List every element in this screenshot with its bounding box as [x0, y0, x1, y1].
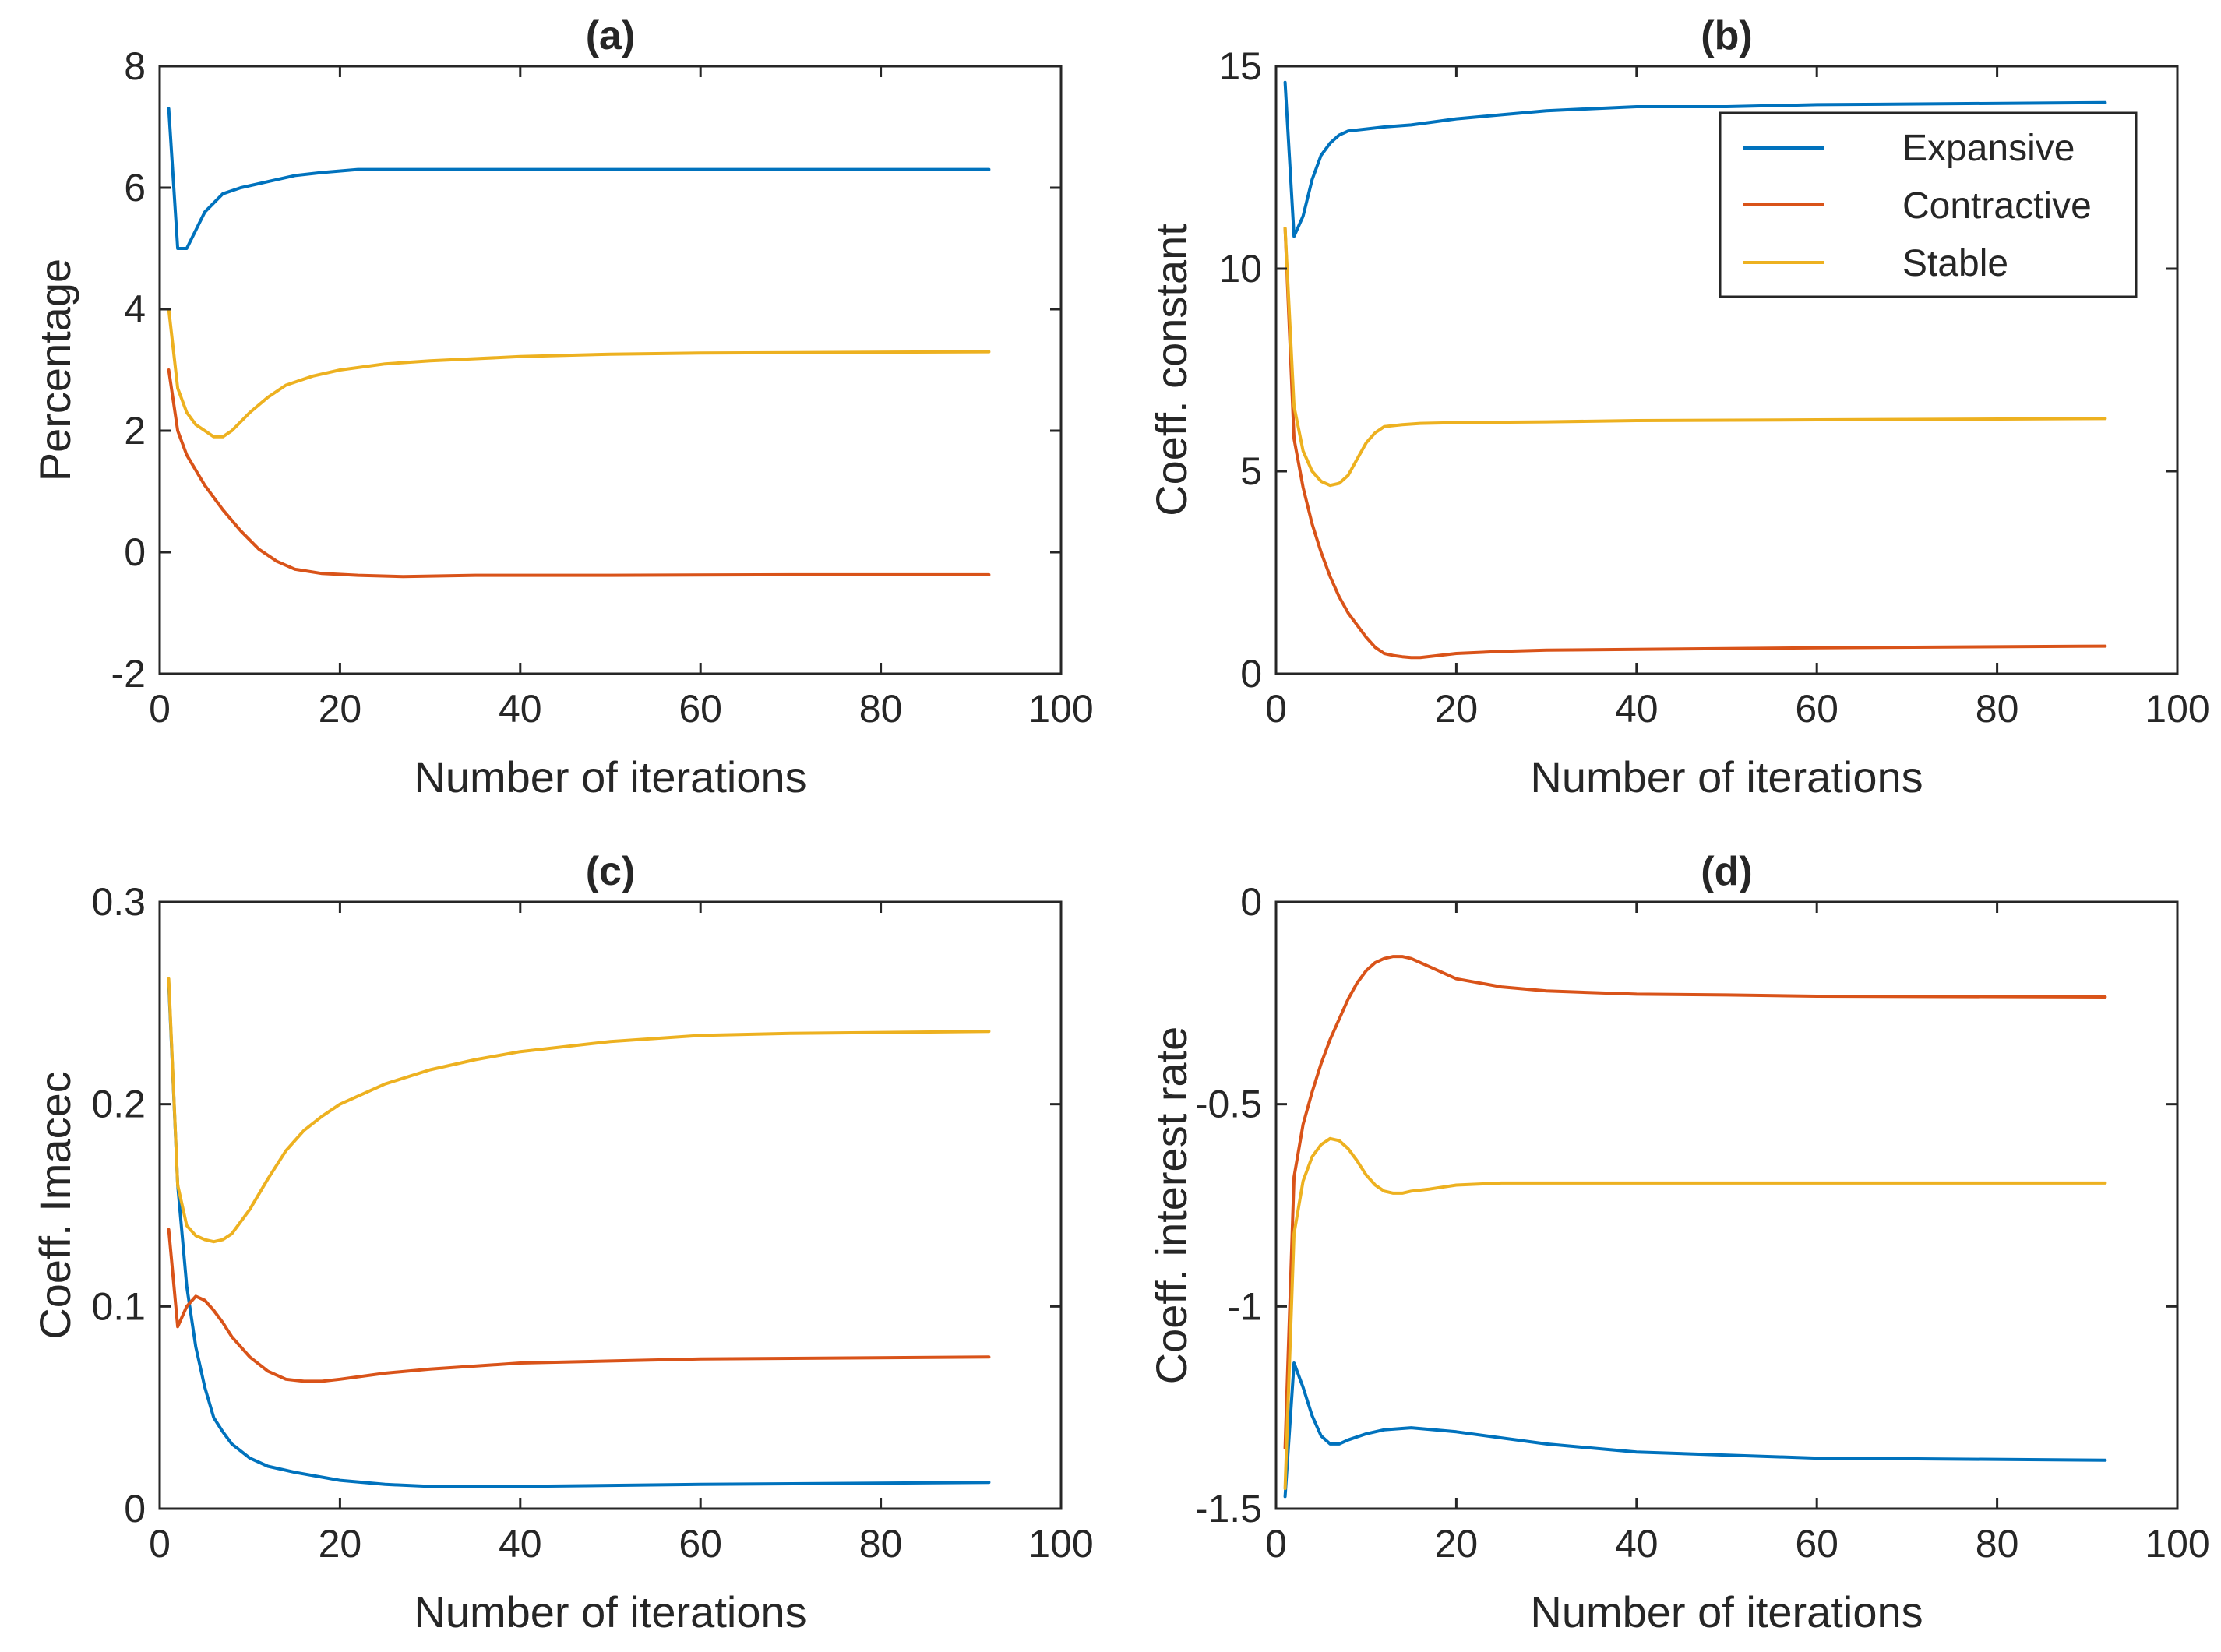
x-axis-label-a: Number of iterations [414, 752, 806, 801]
panel-d: 0 20 40 60 80 100 -1.5 -1 -0.5 0 (d) Number of iter… [1147, 849, 2210, 1636]
x-tick-label-d-5: 100 [2145, 1522, 2209, 1566]
y-tick-label-a-4: 6 [124, 166, 146, 210]
y-tick-label-c-1: 0.1 [91, 1284, 146, 1328]
x-tick-label-c-0: 0 [149, 1522, 171, 1566]
x-tick-label-a-2: 40 [499, 687, 542, 731]
x-tick-label-c-5: 100 [1028, 1522, 1093, 1566]
x-tick-label-d-2: 40 [1615, 1522, 1659, 1566]
x-tick-label-d-3: 60 [1795, 1522, 1838, 1566]
x-tick-label-c-3: 60 [679, 1522, 722, 1566]
x-axis-label-b: Number of iterations [1530, 752, 1923, 801]
y-tick-label-b-0: 0 [1240, 652, 1262, 696]
y-tick-label-a-3: 4 [124, 287, 146, 331]
x-tick-label-b-5: 100 [2145, 687, 2209, 731]
legend: Expansive Contractive Stable [1719, 111, 2138, 298]
x-tick-label-b-4: 80 [1976, 687, 2019, 731]
x-axis-label-c: Number of iterations [414, 1587, 806, 1636]
x-axis-label-d: Number of iterations [1530, 1587, 1923, 1636]
panel-b: 0 20 40 60 80 100 0 5 10 15 (b) Number of iteration… [1147, 13, 2210, 801]
chart-title-c: (c) [586, 849, 636, 894]
y-tick-label-b-3: 15 [1218, 44, 1262, 88]
y-tick-label-a-2: 2 [124, 409, 146, 453]
x-tick-label-d-1: 20 [1435, 1522, 1479, 1566]
x-tick-label-b-1: 20 [1435, 687, 1479, 731]
y-tick-label-a-0: -2 [111, 652, 146, 696]
axes-box-b [1274, 65, 2179, 675]
y-axis-label-b: Coeff. constant [1147, 224, 1196, 516]
y-axis-label-d: Coeff. interest rate [1147, 1027, 1196, 1385]
y-tick-label-c-0: 0 [124, 1487, 146, 1530]
y-tick-label-d-0: -1.5 [1195, 1487, 1262, 1530]
series-line-stable-b [1283, 227, 2107, 488]
x-tick-label-a-3: 60 [679, 687, 722, 731]
series-line-contractive-c [167, 1228, 991, 1383]
series-line-stable-c [167, 977, 991, 1244]
chart-title-b: (b) [1701, 13, 1752, 58]
x-tick-label-a-5: 100 [1028, 687, 1093, 731]
x-tick-label-c-1: 20 [319, 1522, 362, 1566]
axes-box-d [1274, 900, 2179, 1510]
x-tick-label-d-4: 80 [1976, 1522, 2019, 1566]
series-line-contractive-b [1283, 227, 2107, 660]
x-tick-label-d-0: 0 [1265, 1522, 1287, 1566]
y-tick-label-b-1: 5 [1240, 449, 1262, 493]
x-tick-label-a-4: 80 [859, 687, 903, 731]
series-line-contractive-a [167, 368, 991, 579]
x-tick-label-c-4: 80 [859, 1522, 903, 1566]
series-line-stable-a [167, 308, 991, 439]
series-line-expansive-d [1283, 1361, 2107, 1499]
series-line-stable-d [1283, 1136, 2107, 1490]
legend-label-expansive: Expansive [1902, 128, 2075, 169]
series-line-contractive-d [1283, 955, 2107, 1450]
x-tick-label-b-0: 0 [1265, 687, 1287, 731]
axes-box-a [158, 65, 1063, 675]
series-line-expansive-a [167, 107, 991, 250]
axes-box-c [158, 900, 1063, 1510]
series-line-expansive-b [1283, 80, 2107, 238]
chart-title-d: (d) [1701, 849, 1752, 894]
y-tick-label-a-5: 8 [124, 44, 146, 88]
y-tick-label-d-3: 0 [1240, 880, 1262, 924]
x-tick-label-a-0: 0 [149, 687, 171, 731]
y-tick-label-c-2: 0.2 [91, 1083, 146, 1126]
series-line-expansive-c [167, 981, 991, 1488]
y-tick-label-a-1: 0 [124, 530, 146, 574]
y-axis-label-a: Percentage [30, 259, 79, 481]
y-axis-label-c: Coeff. Imacec [30, 1071, 79, 1339]
y-tick-label-c-3: 0.3 [91, 880, 146, 924]
x-tick-label-a-1: 20 [319, 687, 362, 731]
y-tick-label-d-2: -0.5 [1195, 1083, 1262, 1126]
y-tick-label-d-1: -1 [1228, 1284, 1262, 1328]
legend-label-contractive: Contractive [1902, 185, 2092, 227]
x-tick-label-b-2: 40 [1615, 687, 1659, 731]
legend-label-stable: Stable [1902, 243, 2008, 284]
x-tick-label-b-3: 60 [1795, 687, 1838, 731]
x-tick-label-c-2: 40 [499, 1522, 542, 1566]
panel-c: 0 20 40 60 80 100 0 0.1 0.2 0.3 (c) Number of itera… [30, 849, 1094, 1636]
chart-title-a: (a) [586, 13, 636, 58]
y-tick-label-b-2: 10 [1218, 247, 1262, 291]
